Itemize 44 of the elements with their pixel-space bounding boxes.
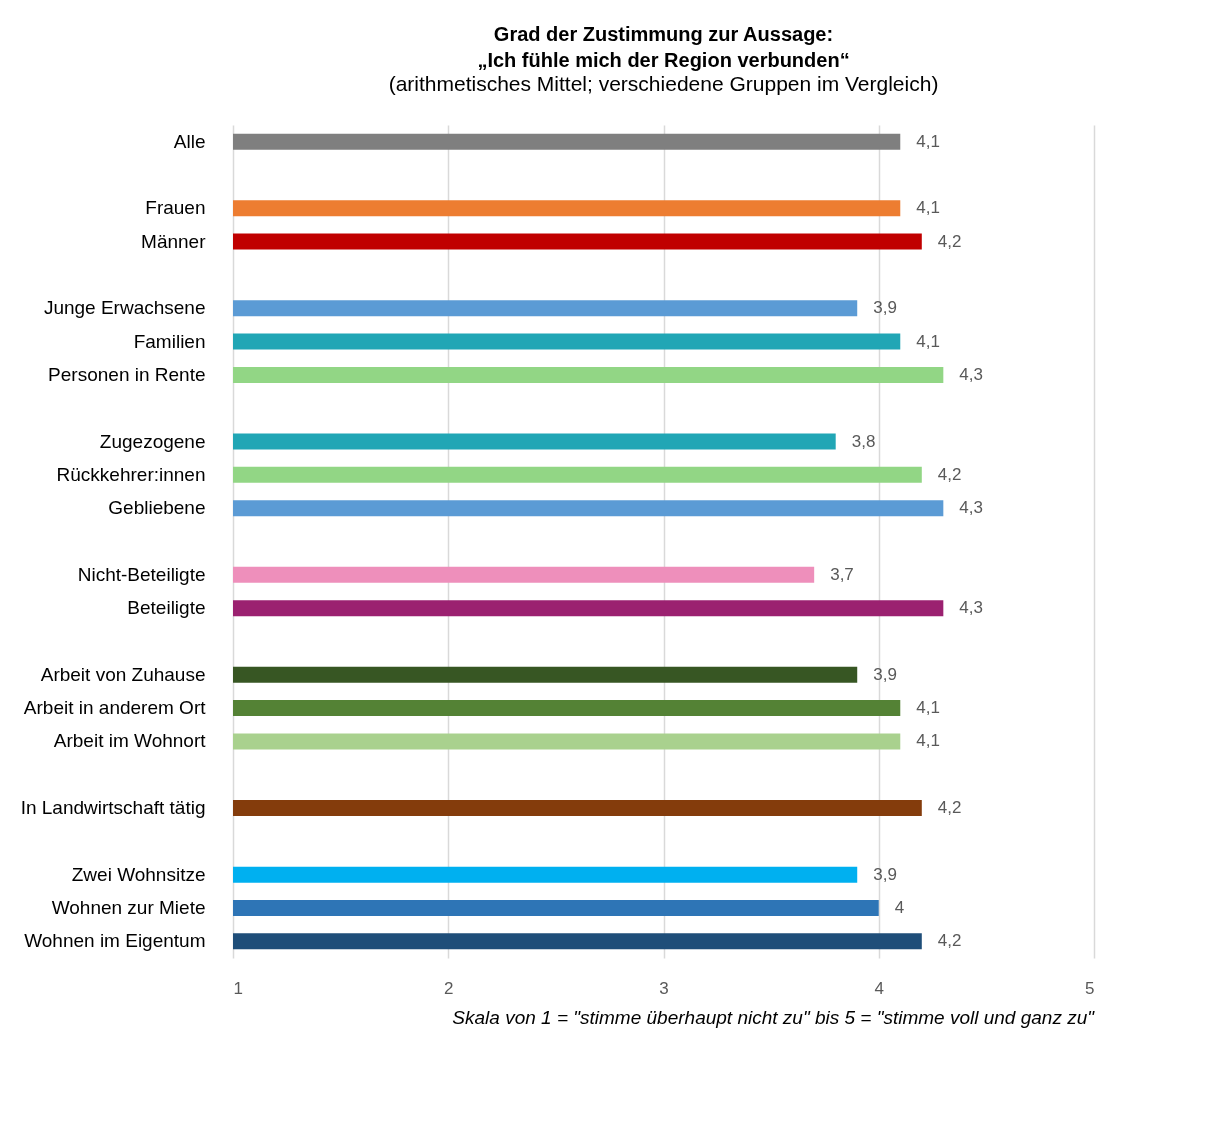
x-tick-label: 3 [659,978,669,998]
data-label: 4,1 [916,198,940,218]
y-tick-label: Wohnen zur Miete [51,897,206,919]
x-tick-label: 1 [233,978,243,998]
y-tick-label: Alle [173,130,206,152]
data-label: 4,2 [937,464,962,484]
data-label: 4,1 [916,131,940,151]
y-tick-label: Wohnen im Eigentum [24,930,206,952]
data-label: 4 [894,898,905,918]
y-tick-label: Arbeit in anderem Ort [23,697,207,719]
data-label: 3,9 [873,298,897,318]
data-label: 4,3 [959,498,983,518]
y-tick-label: Junge Erwachsene [43,297,206,319]
y-tick-label: Nicht-Beteiligte [77,563,206,585]
data-label: 3,9 [873,864,897,884]
y-tick-label: Frauen [145,197,206,219]
data-label: 3,9 [873,664,897,684]
y-tick-label: Zugezogene [99,430,206,452]
data-label: 4,1 [916,698,940,718]
data-label: 3,7 [830,564,854,584]
data-label: 4,2 [937,798,962,818]
y-tick-label: Männer [141,230,207,252]
y-tick-label: Familien [133,330,206,352]
x-tick-label: 4 [874,978,884,998]
data-label: 4,1 [916,731,940,751]
y-tick-label: In Landwirtschaft tätig [20,797,206,819]
y-tick-label: Beteiligte [127,597,206,619]
x-tick-label: 5 [1085,978,1095,998]
data-label: 4,1 [916,331,940,351]
chart-subtitle: (arithmetisches Mittel; verschiedene Gruppen im Vergleich) [388,72,939,95]
y-tick-label: Arbeit von Zuhause [40,663,206,685]
y-tick-label: Rückkehrer:innen [56,463,206,485]
y-tick-label: Gebliebene [108,497,206,519]
chart-title: Grad der Zustimmung zur Aussage: „Ich fühle mich der Region verbunden“ [477,23,850,71]
y-tick-label: Personen in Rente [48,363,206,385]
text: Skala von 1 = "stimme überhaupt nicht zu" bis 5 = "stimme voll und ganz zu" [452,1007,1096,1028]
data-label: 4,2 [937,231,962,251]
y-tick-label: Zwei Wohnsitze [71,863,206,885]
y-tick-label: Arbeit im Wohnort [53,730,207,752]
data-label: 4,3 [959,364,983,384]
data-label: 4,2 [937,931,962,951]
x-tick-label: 2 [444,978,454,998]
data-label: 4,3 [959,598,983,618]
data-label: 3,8 [851,431,876,451]
